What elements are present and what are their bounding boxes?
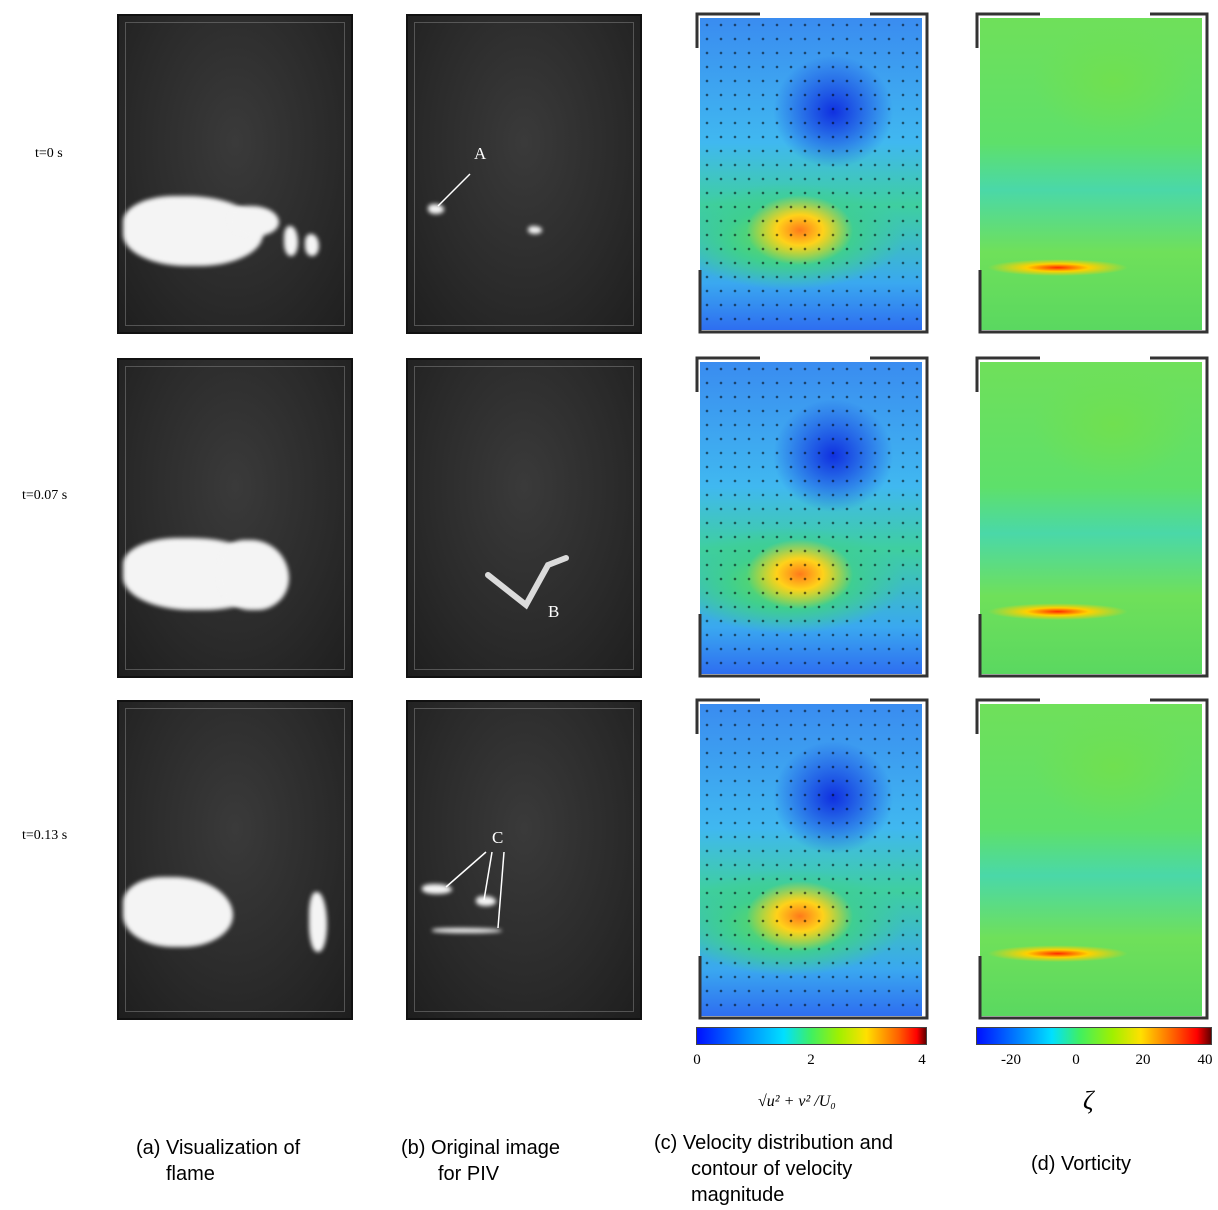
vorticity-map-t0: [980, 18, 1202, 330]
row-label-t013: t=0.13 s: [22, 828, 68, 843]
caption-a-line1: (a) Visualization of: [136, 1137, 301, 1159]
velocity-tick-4: 4: [918, 1052, 926, 1068]
vorticity-map-t013: [980, 704, 1202, 1016]
caption-a: (a) Visualization of flame: [136, 1135, 300, 1187]
flame-photo-t0: [117, 14, 353, 334]
annotation-c: C: [492, 828, 504, 847]
velocity-map-t013: [700, 704, 922, 1016]
velocity-map-t007: [700, 362, 922, 674]
caption-c-line3: magnitude: [691, 1184, 785, 1206]
vorticity-tick-minus20: -20: [1001, 1052, 1021, 1068]
caption-b-line2: for PIV: [438, 1163, 500, 1185]
vorticity-map-t007: [980, 362, 1202, 674]
velocity-colorbar: [696, 1027, 927, 1045]
piv-image-t0: A: [406, 14, 642, 334]
pointer-line-a: [437, 173, 471, 207]
vorticity-colorbar: [976, 1027, 1212, 1045]
velocity-colorbar-label: √u² + v² /U₀: [758, 1093, 836, 1110]
annotation-a: A: [474, 144, 487, 163]
velocity-map-t0: [700, 18, 922, 330]
flame-photo-t013: [117, 700, 353, 1020]
caption-b-line1: (b) Original image: [401, 1137, 560, 1159]
caption-c-line2: contour of velocity: [691, 1158, 853, 1180]
piv-image-t013: C: [406, 700, 642, 1020]
flame-photo-t007: [117, 358, 353, 678]
pointer-lines-c: [445, 851, 505, 929]
caption-b: (b) Original image for PIV: [401, 1135, 560, 1187]
caption-d: (d) Vorticity: [1031, 1151, 1131, 1177]
vorticity-tick-40: 40: [1197, 1052, 1213, 1068]
velocity-tick-2: 2: [807, 1052, 815, 1068]
flame-front-trace: [485, 555, 569, 610]
caption-c: (c) Velocity distribution and contour of…: [654, 1130, 893, 1208]
caption-c-line1: (c) Velocity distribution and: [654, 1132, 894, 1154]
caption-a-line2: flame: [166, 1163, 215, 1185]
vorticity-colorbar-label: ζ: [1083, 1086, 1094, 1115]
velocity-tick-0: 0: [693, 1052, 701, 1068]
annotation-b: B: [548, 602, 560, 621]
row-label-t0: t=0 s: [35, 146, 63, 161]
vorticity-tick-20: 20: [1135, 1052, 1151, 1068]
row-label-t007: t=0.07 s: [22, 488, 68, 503]
piv-image-t007: B: [406, 358, 642, 678]
vorticity-tick-0: 0: [1072, 1052, 1080, 1068]
caption-d-line1: (d) Vorticity: [1031, 1153, 1132, 1175]
